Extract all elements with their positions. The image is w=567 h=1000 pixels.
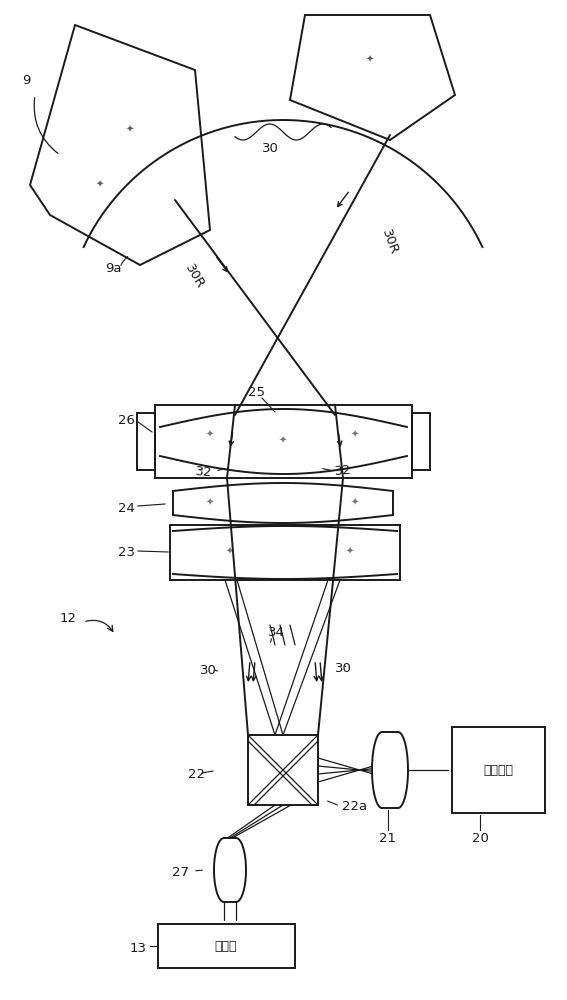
Text: 22: 22: [188, 768, 205, 782]
Bar: [137, 413, 155, 470]
Text: 9: 9: [22, 74, 31, 87]
Text: ✦: ✦: [351, 430, 359, 440]
Bar: [452, 727, 545, 813]
Text: 27: 27: [172, 865, 189, 879]
Text: ✦: ✦: [346, 547, 354, 557]
Text: 30: 30: [335, 662, 352, 674]
Text: ✦: ✦: [366, 55, 374, 65]
Text: 30R: 30R: [379, 228, 400, 257]
Text: 26: 26: [118, 414, 135, 426]
Bar: [170, 525, 400, 580]
Text: 21: 21: [379, 832, 396, 844]
Text: ✦: ✦: [226, 547, 234, 557]
Text: 30: 30: [261, 141, 278, 154]
Text: 检测器: 检测器: [215, 940, 237, 952]
Text: 9a: 9a: [105, 261, 121, 274]
Text: ✦: ✦: [126, 125, 134, 135]
Text: 激光光源: 激光光源: [483, 764, 513, 776]
Text: 12: 12: [60, 611, 77, 624]
Text: 30: 30: [200, 664, 217, 676]
Text: 23: 23: [118, 546, 135, 560]
Text: ✦: ✦: [279, 436, 287, 446]
Text: ✦: ✦: [206, 430, 214, 440]
Text: 25: 25: [248, 386, 265, 399]
Text: ✦: ✦: [206, 498, 214, 508]
Text: 32: 32: [335, 464, 353, 478]
Text: 24: 24: [118, 502, 135, 514]
Text: 13: 13: [130, 942, 147, 954]
Text: 30R: 30R: [183, 262, 206, 291]
Text: 20: 20: [472, 832, 488, 844]
Bar: [158, 924, 295, 968]
Text: ✦: ✦: [96, 180, 104, 190]
Text: 34: 34: [268, 626, 285, 640]
Bar: [412, 413, 430, 470]
Text: ✦: ✦: [351, 498, 359, 508]
Bar: [248, 735, 318, 805]
Text: 22a: 22a: [342, 800, 367, 814]
Bar: [155, 405, 412, 478]
Text: 32: 32: [194, 466, 213, 480]
